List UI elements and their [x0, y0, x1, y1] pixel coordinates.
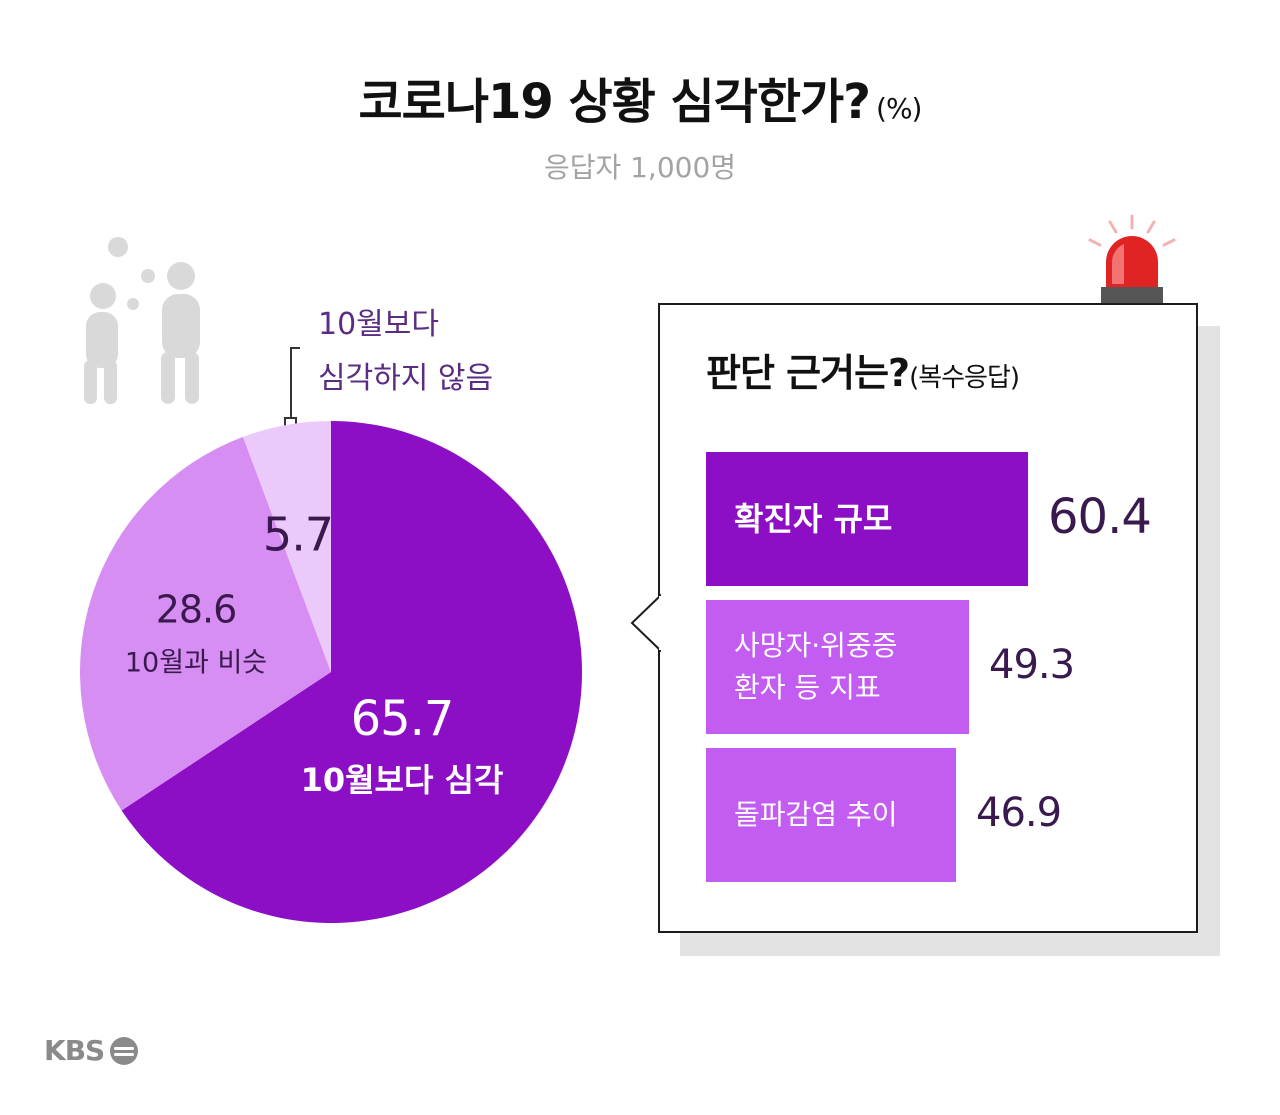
pie-slice-serious: [121, 421, 583, 924]
pie-value-serious: 65.7: [351, 691, 454, 747]
bar-label-line: 사망자·위중증: [734, 629, 898, 662]
siren-icon: [1088, 214, 1176, 303]
kbs-logo: KBS: [44, 1034, 139, 1067]
bar-1: 확진자 규모: [706, 452, 1028, 586]
callout-line-1: 10월보다: [318, 307, 439, 342]
respondents-note: 응답자 1,000명: [543, 151, 737, 184]
bar-chart-title-text: 판단 근거는?: [706, 351, 910, 395]
bar-chart-title-note: (복수응답): [909, 363, 1020, 393]
pie-slice-similar: [80, 436, 331, 811]
bar-label-line: 확진자 규모: [734, 500, 893, 538]
bar-label-1: 확진자 규모: [734, 498, 892, 540]
page-title: 코로나19 상황 심각한가? (%): [0, 62, 1280, 132]
bar-value-2: 49.3: [989, 642, 1075, 689]
pie-slice-not-serious: [243, 421, 331, 672]
bar-label-3: 돌파감염 추이: [734, 794, 897, 836]
title-unit: (%): [876, 92, 922, 125]
kbs-mark-icon: [110, 1036, 139, 1065]
bar-label-line: 돌파감염 추이: [734, 798, 898, 831]
pie-label-serious: 10월보다 심각: [301, 761, 504, 799]
pie-label-similar: 10월과 비슷: [125, 648, 267, 679]
bar-chart-title: 판단 근거는?(복수응답): [706, 342, 1020, 397]
bar-label-line: 환자 등 지표: [734, 671, 881, 704]
bar-value-3: 46.9: [976, 790, 1062, 837]
bar-3: 돌파감염 추이: [706, 748, 956, 882]
callout-line-2: 심각하지 않음: [318, 361, 494, 396]
pie-value-similar: 28.6: [156, 588, 237, 632]
people-illustration-icon: [84, 237, 200, 404]
bar-value-1: 60.4: [1048, 489, 1152, 546]
title-text: 코로나19 상황 심각한가?: [358, 74, 872, 130]
callout-leader-line: [290, 347, 300, 418]
pie-callout-note: 10월보다 심각하지 않음: [318, 298, 493, 406]
kbs-logo-text: KBS: [44, 1034, 105, 1067]
pie-value-not-serious: 5.7: [263, 508, 333, 562]
